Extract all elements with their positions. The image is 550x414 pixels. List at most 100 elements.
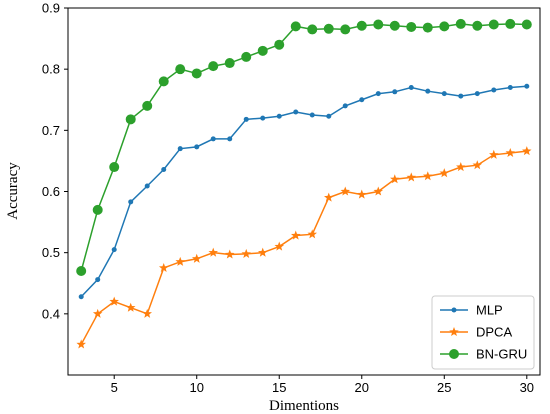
data-point-mlp	[260, 115, 266, 121]
data-point-dpca	[505, 147, 516, 158]
data-point-dpca	[324, 192, 334, 202]
data-point-dpca	[191, 253, 202, 263]
data-point-mlp	[342, 103, 348, 109]
data-point-bn-gru	[389, 20, 400, 31]
x-tick-label: 30	[520, 380, 534, 395]
data-point-bn-gru	[274, 39, 285, 50]
data-point-dpca	[241, 248, 251, 258]
data-point-bn-gru	[92, 204, 103, 215]
series-line-bn-gru	[80, 23, 527, 272]
series-bn-gru	[76, 18, 532, 277]
y-tick-label: 0.6	[42, 184, 60, 199]
legend-label-bn-gru: BN-GRU	[476, 347, 527, 362]
series-layer	[76, 18, 532, 349]
data-point-bn-gru	[290, 21, 301, 32]
x-tick-label: 5	[111, 380, 118, 395]
data-point-bn-gru	[224, 58, 235, 69]
data-point-dpca	[142, 308, 152, 318]
data-point-bn-gru	[125, 114, 136, 125]
series-line-dpca	[80, 150, 527, 345]
data-point-dpca	[92, 308, 103, 318]
y-axis-label: Accuracy	[5, 162, 21, 220]
data-point-mlp	[375, 91, 381, 97]
data-point-dpca	[340, 186, 351, 196]
data-point-mlp	[474, 91, 480, 97]
data-point-bn-gru	[356, 20, 367, 31]
data-point-bn-gru	[340, 24, 351, 35]
data-point-dpca	[208, 247, 218, 257]
y-tick-label: 0.8	[42, 62, 60, 77]
data-point-mlp	[491, 87, 497, 93]
data-point-bn-gru	[109, 162, 120, 173]
data-point-bn-gru	[488, 19, 499, 30]
legend-marker-bn-gru	[449, 349, 459, 359]
data-point-mlp	[161, 166, 167, 172]
data-point-bn-gru	[373, 19, 384, 30]
series-mlp	[78, 83, 530, 300]
data-point-bn-gru	[455, 18, 466, 29]
x-tick-label: 10	[189, 380, 203, 395]
data-point-bn-gru	[76, 266, 87, 277]
data-point-bn-gru	[142, 100, 153, 111]
data-point-bn-gru	[175, 64, 186, 75]
data-point-mlp	[392, 89, 398, 95]
data-point-dpca	[76, 339, 86, 349]
data-point-mlp	[210, 136, 216, 142]
data-point-bn-gru	[406, 21, 417, 32]
data-point-dpca	[125, 302, 136, 312]
y-tick-label: 0.7	[42, 123, 60, 138]
data-point-mlp	[507, 85, 513, 91]
data-point-dpca	[390, 174, 400, 184]
data-point-bn-gru	[307, 24, 318, 35]
y-tick-label: 0.4	[42, 306, 60, 321]
data-point-dpca	[224, 249, 235, 259]
data-point-bn-gru	[439, 21, 450, 32]
data-point-bn-gru	[472, 20, 483, 31]
data-point-dpca	[307, 229, 318, 239]
data-point-mlp	[408, 85, 414, 91]
data-point-bn-gru	[158, 76, 169, 87]
data-point-bn-gru	[505, 18, 516, 29]
data-point-dpca	[357, 189, 367, 199]
data-point-mlp	[227, 136, 233, 142]
data-point-dpca	[489, 149, 499, 159]
x-axis-label: Dimentions	[269, 398, 339, 414]
legend-label-mlp: MLP	[476, 303, 503, 318]
data-point-mlp	[458, 93, 464, 99]
data-point-mlp	[128, 199, 134, 205]
data-point-dpca	[290, 230, 301, 240]
axis-ticks: 5 10 15 20 25 30 0.4 0.5 0.6 0.7 0.8 0.9	[42, 1, 534, 396]
data-point-bn-gru	[422, 22, 433, 33]
series-dpca	[76, 146, 532, 349]
data-point-mlp	[309, 112, 315, 118]
data-point-mlp	[326, 113, 332, 119]
y-tick-label: 0.9	[42, 1, 60, 16]
data-point-mlp	[95, 277, 101, 283]
series-line-mlp	[80, 85, 527, 298]
data-point-bn-gru	[208, 61, 219, 72]
data-point-bn-gru	[257, 45, 268, 56]
legend-label-dpca: DPCA	[476, 325, 512, 340]
data-point-dpca	[456, 162, 466, 172]
data-point-mlp	[243, 116, 249, 122]
x-tick-label: 15	[272, 380, 286, 395]
data-point-bn-gru	[521, 19, 532, 30]
data-point-dpca	[109, 296, 119, 306]
data-point-dpca	[257, 247, 268, 257]
data-point-mlp	[425, 88, 431, 94]
data-point-mlp	[359, 97, 365, 103]
y-tick-label: 0.5	[42, 245, 60, 260]
data-point-dpca	[406, 172, 417, 182]
data-point-dpca	[522, 146, 532, 156]
data-point-mlp	[441, 91, 447, 97]
data-point-dpca	[373, 186, 384, 196]
legend-marker-dpca	[449, 327, 459, 337]
data-point-mlp	[78, 294, 84, 300]
data-point-mlp	[293, 109, 299, 115]
legend: MLP DPCA BN-GRU	[431, 295, 535, 370]
data-point-dpca	[439, 168, 450, 178]
data-point-mlp	[177, 146, 183, 152]
data-point-dpca	[423, 171, 433, 181]
data-point-mlp	[524, 83, 530, 89]
